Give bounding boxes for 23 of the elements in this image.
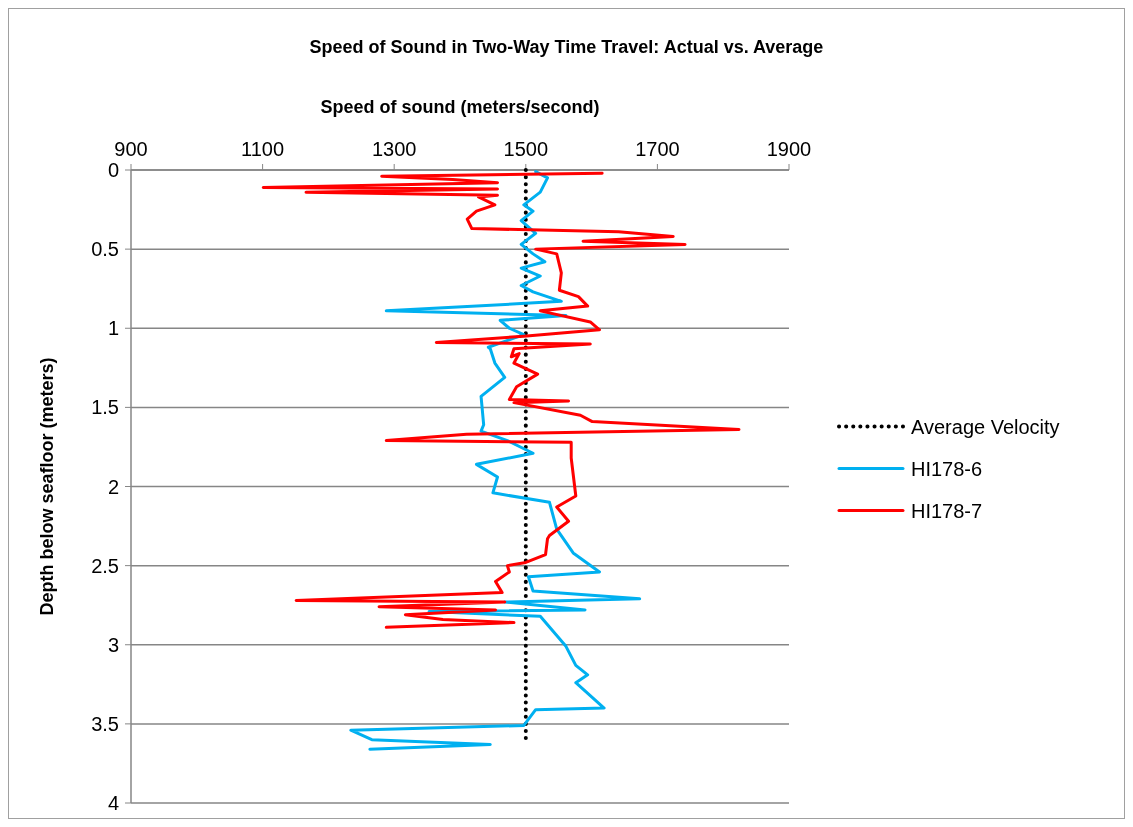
x-tick-label: 1500: [503, 138, 549, 160]
y-tick-label: 0.5: [91, 238, 119, 261]
x-tick-label: 1700: [635, 138, 680, 160]
legend-label: HI178-7: [911, 499, 983, 522]
x-tick-label: 1900: [766, 138, 812, 160]
x-axis-title: Speed of sound (meters/second): [320, 97, 600, 117]
y-tick-label: 2.5: [91, 554, 119, 577]
y-tick-label: 2: [107, 475, 119, 498]
line-series: [349, 170, 642, 751]
line-series: [261, 171, 741, 629]
y-tick-label: 3: [107, 633, 119, 656]
legend-label: Average Velocity: [911, 415, 1060, 438]
y-tick-label: 1.5: [91, 396, 119, 419]
y-tick-label: 0: [107, 159, 119, 181]
x-tick-label: 900: [114, 138, 148, 160]
x-tick-label: 1100: [241, 138, 285, 160]
y-tick-label: 1: [107, 317, 119, 340]
y-axis-title: Depth below seafloor (meters): [37, 357, 57, 616]
y-tick-label: 4: [107, 792, 119, 814]
y-tick-label: 3.5: [91, 712, 119, 735]
chart-title: Speed of Sound in Two-Way Time Travel: Actual vs. Average: [309, 37, 824, 57]
legend-label: HI178-6: [911, 457, 983, 480]
x-tick-label: 1300: [371, 138, 417, 160]
